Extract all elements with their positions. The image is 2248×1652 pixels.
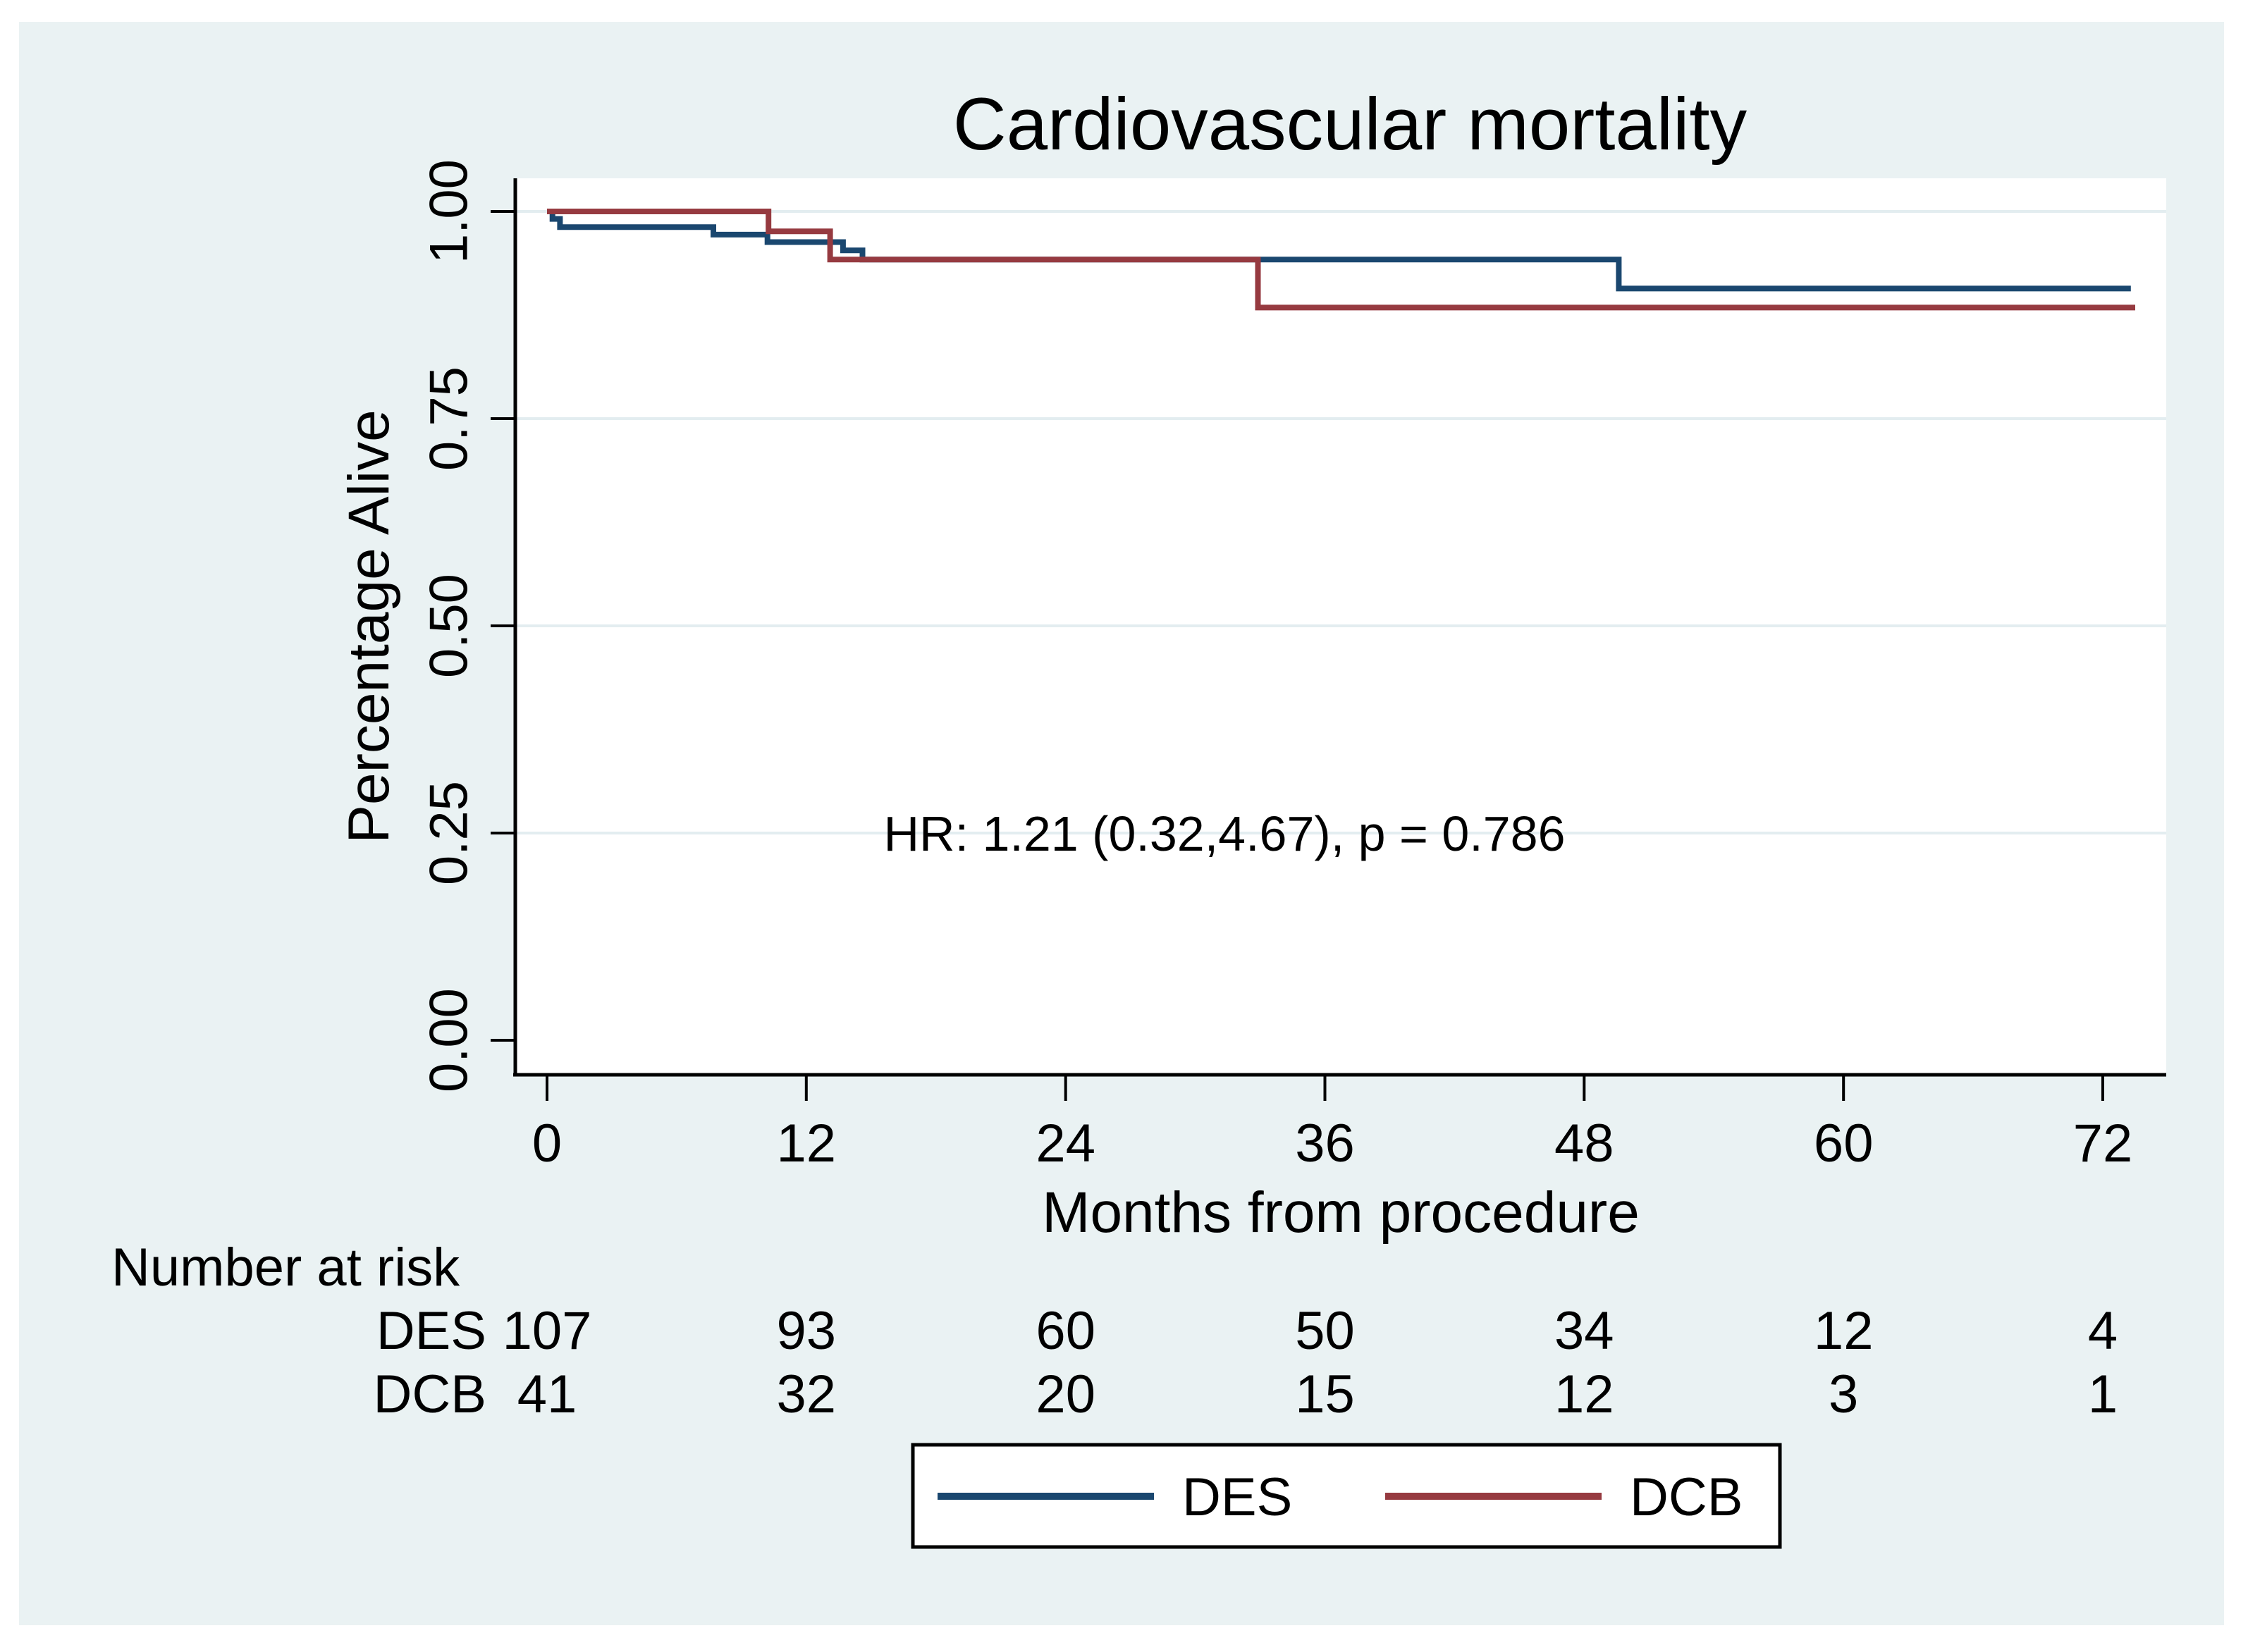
- risk-count-des: 60: [1036, 1301, 1095, 1361]
- hr-annotation: HR: 1.21 (0.32,4.67), p = 0.786: [883, 806, 1565, 861]
- risk-count-dcb: 41: [517, 1364, 577, 1424]
- risk-table-header: Number at risk: [111, 1238, 460, 1297]
- risk-count-dcb: 12: [1554, 1364, 1614, 1424]
- chart-title: Cardiovascular mortality: [953, 83, 1748, 166]
- risk-count-des: 34: [1554, 1301, 1614, 1361]
- y-tick-label: 1.00: [419, 159, 479, 264]
- x-tick-label: 0: [532, 1114, 562, 1173]
- y-tick-label: 0.75: [419, 366, 479, 471]
- x-tick-label: 60: [1814, 1114, 1874, 1173]
- legend-dcb-label: DCB: [1630, 1467, 1743, 1527]
- x-tick-label: 72: [2073, 1114, 2133, 1173]
- y-tick-label: 0.00: [419, 988, 479, 1092]
- legend-des-label: DES: [1182, 1467, 1292, 1527]
- risk-count-des: 93: [777, 1301, 837, 1361]
- risk-counts: 107 93 60 50 34 12 441 32 20 15 12 3 1: [503, 1301, 2118, 1424]
- risk-count-dcb: 32: [777, 1364, 837, 1424]
- risk-count-des: 12: [1814, 1301, 1874, 1361]
- x-tick-label: 48: [1554, 1114, 1614, 1173]
- x-tick-label: 36: [1295, 1114, 1355, 1173]
- risk-count-dcb: 3: [1829, 1364, 1858, 1424]
- survival-curves: [547, 209, 2135, 311]
- risk-row-label-dcb: DCB: [374, 1364, 486, 1424]
- x-axis-title: Months from procedure: [1042, 1181, 1640, 1245]
- risk-count-dcb: 20: [1036, 1364, 1095, 1424]
- y-axis-ticks: 0.00 0.25 0.50 0.75 1.00: [419, 159, 515, 1092]
- y-axis-title: Percentage Alive: [337, 409, 401, 843]
- number-at-risk-table: Number at risk DES DCB 107 93 60 50 34 12 441 3…: [111, 1238, 2118, 1424]
- legend: DES DCB: [911, 1443, 1782, 1549]
- risk-count-des: 107: [503, 1301, 592, 1361]
- x-tick-label: 12: [777, 1114, 837, 1173]
- risk-count-dcb: 1: [2088, 1364, 2118, 1424]
- risk-count-des: 50: [1295, 1301, 1355, 1361]
- risk-count-des: 4: [2088, 1301, 2118, 1361]
- dcb-curve: [547, 209, 2135, 311]
- gridlines: [515, 210, 2166, 834]
- risk-row-label-des: DES: [376, 1301, 486, 1361]
- y-tick-label: 0.50: [419, 574, 479, 678]
- risk-count-dcb: 15: [1295, 1364, 1355, 1424]
- x-axis-ticks: 0 12 24 36 48 60 72: [532, 1076, 2132, 1173]
- x-tick-label: 24: [1036, 1114, 1095, 1173]
- y-tick-label: 0.25: [419, 781, 479, 885]
